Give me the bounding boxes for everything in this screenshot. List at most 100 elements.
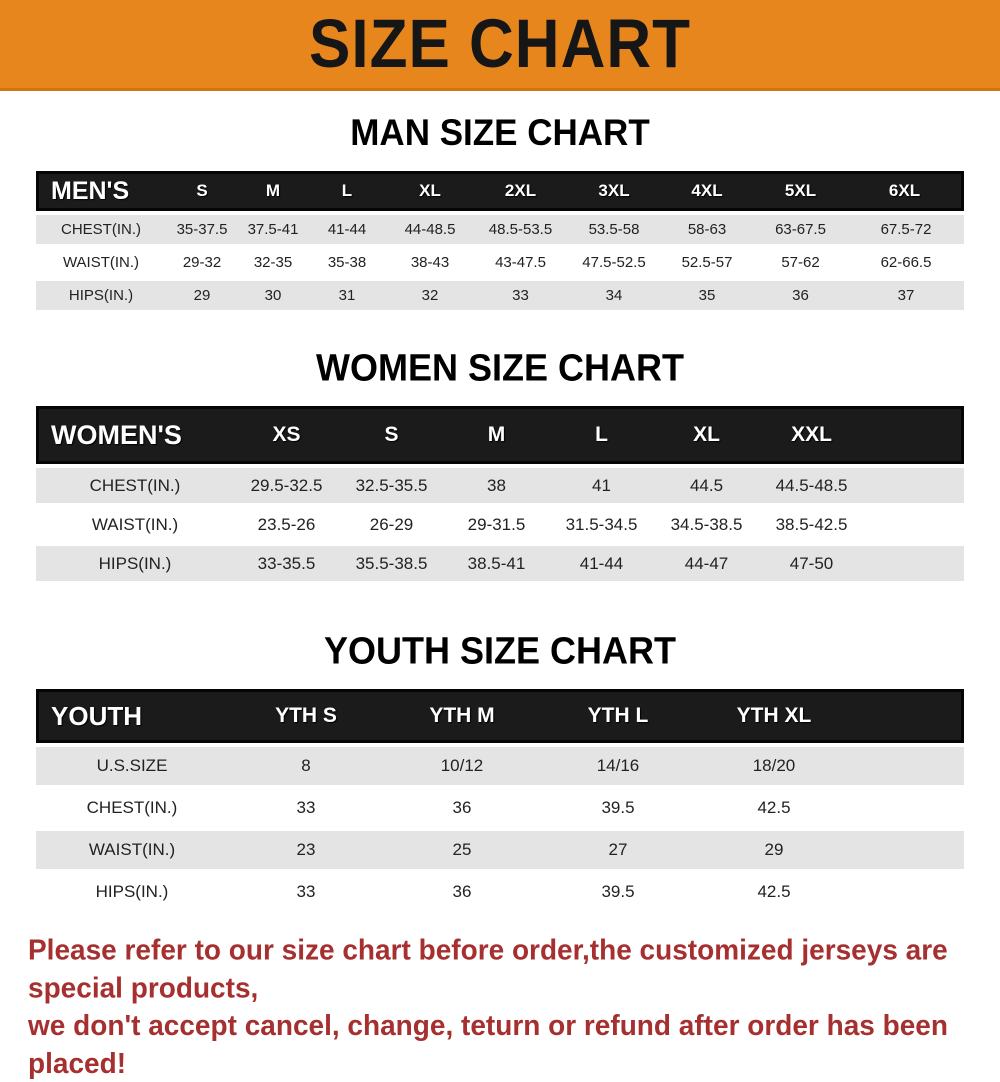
size-value-cell: 34 [567,281,661,310]
measure-label-cell: CHEST(IN.) [36,789,228,827]
size-column-header: 5XL [753,171,848,211]
size-value-cell: 29 [166,281,238,310]
size-value-cell: 35 [661,281,753,310]
size-chart-banner: SIZE CHART [0,0,1000,91]
size-value-cell: 32.5-35.5 [339,468,444,503]
size-value-cell: 58-63 [661,215,753,244]
size-value-cell: 44-48.5 [386,215,474,244]
measure-label-cell: HIPS(IN.) [36,873,228,911]
men-header-row: MEN'S S M L XL 2XL 3XL 4XL 5XL 6XL [36,171,964,211]
size-value-cell: 57-62 [753,248,848,277]
size-value-cell: 62-66.5 [848,248,964,277]
men-table-title: MEN'S [36,171,166,211]
size-value-cell: 25 [384,831,540,869]
size-value-cell: 53.5-58 [567,215,661,244]
spacer-cell [852,747,964,785]
disclaimer-text: Please refer to our size chart before or… [28,931,1000,1082]
size-column-header: L [308,171,386,211]
measure-label-cell: HIPS(IN.) [36,546,234,581]
size-value-cell: 39.5 [540,789,696,827]
banner-title: SIZE CHART [309,6,691,82]
size-value-cell: 32 [386,281,474,310]
size-value-cell: 36 [753,281,848,310]
measure-label-cell: CHEST(IN.) [36,215,166,244]
size-column-header: XXL [759,406,864,464]
size-column-header: 4XL [661,171,753,211]
size-value-cell: 29.5-32.5 [234,468,339,503]
size-value-cell: 35-37.5 [166,215,238,244]
size-value-cell: 29-32 [166,248,238,277]
size-value-cell: 38-43 [386,248,474,277]
spacer-cell [852,689,964,743]
measure-label-cell: HIPS(IN.) [36,281,166,310]
men-size-table: MEN'S S M L XL 2XL 3XL 4XL 5XL 6XL CHEST… [36,167,964,314]
men-waist-row: WAIST(IN.) 29-32 32-35 35-38 38-43 43-47… [36,248,964,277]
size-value-cell: 32-35 [238,248,308,277]
size-value-cell: 31 [308,281,386,310]
size-value-cell: 8 [228,747,384,785]
size-value-cell: 44-47 [654,546,759,581]
women-waist-row: WAIST(IN.) 23.5-26 26-29 29-31.5 31.5-34… [36,507,964,542]
size-column-header: 2XL [474,171,567,211]
size-value-cell: 52.5-57 [661,248,753,277]
size-value-cell: 38.5-41 [444,546,549,581]
size-column-header: S [166,171,238,211]
spacer-cell [852,831,964,869]
size-value-cell: 41-44 [549,546,654,581]
youth-ussize-row: U.S.SIZE 8 10/12 14/16 18/20 [36,747,964,785]
size-column-header: M [238,171,308,211]
spacer-cell [864,546,964,581]
measure-label-cell: U.S.SIZE [36,747,228,785]
size-value-cell: 67.5-72 [848,215,964,244]
size-value-cell: 44.5-48.5 [759,468,864,503]
size-value-cell: 27 [540,831,696,869]
youth-table-title: YOUTH [36,689,228,743]
size-value-cell: 33-35.5 [234,546,339,581]
measure-label-cell: WAIST(IN.) [36,831,228,869]
size-value-cell: 30 [238,281,308,310]
size-value-cell: 41 [549,468,654,503]
size-column-header: XS [234,406,339,464]
size-value-cell: 14/16 [540,747,696,785]
size-value-cell: 29 [696,831,852,869]
size-value-cell: 33 [228,873,384,911]
size-value-cell: 37 [848,281,964,310]
youth-hips-row: HIPS(IN.) 33 36 39.5 42.5 [36,873,964,911]
size-value-cell: 38 [444,468,549,503]
spacer-cell [864,507,964,542]
men-hips-row: HIPS(IN.) 29 30 31 32 33 34 35 36 37 [36,281,964,310]
youth-header-row: YOUTH YTH S YTH M YTH L YTH XL [36,689,964,743]
size-value-cell: 31.5-34.5 [549,507,654,542]
measure-label-cell: WAIST(IN.) [36,248,166,277]
women-table-title: WOMEN'S [36,406,234,464]
size-value-cell: 41-44 [308,215,386,244]
disclaimer-line-2: we don't accept cancel, change, teturn o… [28,1009,948,1079]
women-chest-row: CHEST(IN.) 29.5-32.5 32.5-35.5 38 41 44.… [36,468,964,503]
size-value-cell: 36 [384,789,540,827]
measure-label-cell: WAIST(IN.) [36,507,234,542]
size-value-cell: 10/12 [384,747,540,785]
size-column-header: S [339,406,444,464]
size-column-header: 6XL [848,171,964,211]
spacer-cell [864,406,964,464]
size-column-header: M [444,406,549,464]
women-hips-row: HIPS(IN.) 33-35.5 35.5-38.5 38.5-41 41-4… [36,546,964,581]
measure-label-cell: CHEST(IN.) [36,468,234,503]
size-value-cell: 44.5 [654,468,759,503]
youth-section-heading: YOUTH SIZE CHART [323,629,676,673]
size-value-cell: 29-31.5 [444,507,549,542]
size-value-cell: 34.5-38.5 [654,507,759,542]
men-chest-row: CHEST(IN.) 35-37.5 37.5-41 41-44 44-48.5… [36,215,964,244]
disclaimer-line-1: Please refer to our size chart before or… [28,934,948,1004]
size-value-cell: 35-38 [308,248,386,277]
women-section-heading: WOMEN SIZE CHART [316,345,684,389]
size-value-cell: 42.5 [696,873,852,911]
size-value-cell: 18/20 [696,747,852,785]
size-value-cell: 33 [474,281,567,310]
size-value-cell: 43-47.5 [474,248,567,277]
size-value-cell: 38.5-42.5 [759,507,864,542]
size-column-header: YTH M [384,689,540,743]
size-value-cell: 47-50 [759,546,864,581]
man-section-heading: MAN SIZE CHART [350,112,650,154]
size-column-header: YTH S [228,689,384,743]
